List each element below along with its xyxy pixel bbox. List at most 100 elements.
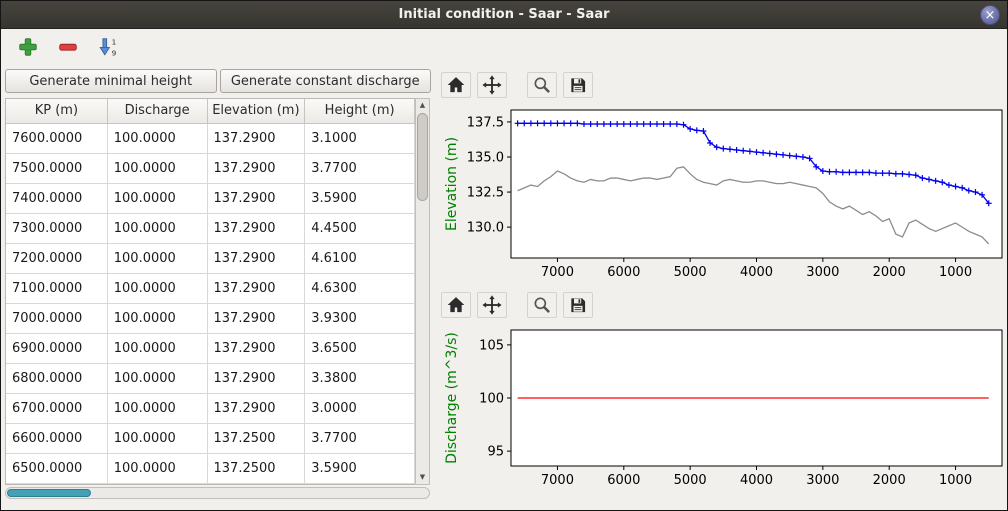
svg-text:6000: 6000 — [607, 473, 640, 488]
close-button[interactable]: × — [980, 5, 1000, 25]
zoom-button[interactable] — [527, 72, 557, 98]
vertical-scrollbar[interactable]: ▲ ▼ — [415, 98, 430, 485]
table-cell[interactable]: 6700.0000 — [6, 394, 108, 424]
table-cell[interactable]: 6500.0000 — [6, 454, 108, 484]
pan-button[interactable] — [477, 292, 507, 318]
table-cell[interactable]: 100.0000 — [107, 124, 208, 154]
horizontal-scrollbar[interactable] — [5, 487, 430, 499]
table-cell[interactable]: 6600.0000 — [6, 424, 108, 454]
table-cell[interactable]: 100.0000 — [107, 394, 208, 424]
table-cell[interactable]: 3.6500 — [305, 334, 415, 364]
table-cell[interactable]: 100.0000 — [107, 334, 208, 364]
table-cell[interactable]: 100.0000 — [107, 304, 208, 334]
table-cell[interactable]: 137.2900 — [207, 394, 306, 424]
table-cell[interactable]: 137.2900 — [207, 334, 306, 364]
table-cell[interactable]: 137.2900 — [207, 304, 306, 334]
table-row[interactable]: 7200.0000 100.0000 137.2900 4.6100 — [6, 244, 415, 274]
elevation-chart[interactable]: 7000 6000 5000 4000 3000 2000 1000 130.0 132.5 13… — [441, 101, 1007, 285]
sort-button[interactable]: 1 9 — [95, 34, 121, 60]
table-cell[interactable]: 3.7700 — [305, 154, 415, 184]
table-cell[interactable]: 3.0000 — [305, 394, 415, 424]
table-cell[interactable]: 3.5900 — [305, 184, 415, 214]
table-cell[interactable]: 100.0000 — [107, 154, 208, 184]
table-cell[interactable]: 6900.0000 — [6, 334, 108, 364]
column-header-height[interactable]: Height (m) — [305, 99, 415, 124]
table-cell[interactable]: 3.3800 — [305, 364, 415, 394]
table-cell[interactable]: 7200.0000 — [6, 244, 108, 274]
table-row[interactable]: 7300.0000 100.0000 137.2900 4.4500 — [6, 214, 415, 244]
table-cell[interactable]: 137.2500 — [207, 454, 306, 484]
column-header-elevation[interactable]: Elevation (m) — [207, 99, 306, 124]
table-cell[interactable]: 4.4500 — [305, 214, 415, 244]
save-button[interactable] — [563, 292, 593, 318]
table-cell[interactable]: 100.0000 — [107, 214, 208, 244]
column-header-discharge[interactable]: Discharge (m³/s) — [107, 99, 208, 142]
table-cell[interactable]: 6800.0000 — [6, 364, 108, 394]
table-cell[interactable]: 137.2900 — [207, 244, 306, 274]
horizontal-scroll-thumb[interactable] — [7, 489, 91, 497]
svg-text:95: 95 — [487, 445, 504, 460]
table-header-row: KP (m) Discharge (m³/s) Elevation (m) He… — [6, 99, 415, 142]
table-cell[interactable]: 137.2500 — [207, 424, 306, 454]
table-cell[interactable]: 7600.0000 — [6, 124, 108, 154]
table-row[interactable]: 6800.0000 100.0000 137.2900 3.3800 — [6, 364, 415, 394]
table-cell[interactable]: 137.2900 — [207, 124, 306, 154]
vertical-scroll-thumb[interactable] — [417, 113, 428, 201]
home-button[interactable] — [441, 292, 471, 318]
table-cell[interactable]: 100.0000 — [107, 454, 208, 484]
table-row[interactable]: 6900.0000 100.0000 137.2900 3.6500 — [6, 334, 415, 364]
table-cell[interactable]: 100.0000 — [107, 364, 208, 394]
table-cell[interactable]: 100.0000 — [107, 274, 208, 304]
table-row[interactable]: 6700.0000 100.0000 137.2900 3.0000 — [6, 394, 415, 424]
table-cell[interactable]: 7100.0000 — [6, 274, 108, 304]
table-cell[interactable]: 4.6300 — [305, 274, 415, 304]
table-row[interactable]: 6500.0000 100.0000 137.2500 3.5900 — [6, 454, 415, 484]
vertical-scroll-track[interactable] — [417, 112, 428, 471]
table-cell[interactable]: 7300.0000 — [6, 214, 108, 244]
table-cell[interactable]: 3.1000 — [305, 124, 415, 154]
svg-text:9: 9 — [112, 48, 117, 57]
data-table: KP (m) Discharge (m³/s) Elevation (m) He… — [5, 98, 415, 485]
table-cell[interactable]: 100.0000 — [107, 244, 208, 274]
sort-ascending-icon: 1 9 — [99, 37, 117, 57]
save-button[interactable] — [563, 72, 593, 98]
content-area: Generate minimal height Generate constan… — [1, 65, 1007, 510]
discharge-chart-toolbar — [441, 291, 1007, 319]
remove-row-button[interactable] — [55, 34, 81, 60]
table-cell[interactable]: 4.6100 — [305, 244, 415, 274]
discharge-chart[interactable]: 7000 6000 5000 4000 3000 2000 1000 95 100 105 Disc… — [441, 321, 1007, 493]
column-header-kp[interactable]: KP (m) — [6, 99, 108, 124]
table-row[interactable]: 6600.0000 100.0000 137.2500 3.7700 — [6, 424, 415, 454]
svg-text:1000: 1000 — [939, 473, 972, 488]
table-cell[interactable]: 137.2900 — [207, 364, 306, 394]
table-cell[interactable]: 3.7700 — [305, 424, 415, 454]
table-cell[interactable]: 137.2900 — [207, 184, 306, 214]
table-cell[interactable]: 137.2900 — [207, 274, 306, 304]
generate-minimal-height-button[interactable]: Generate minimal height — [5, 69, 217, 93]
scroll-up-icon[interactable]: ▲ — [419, 101, 426, 109]
add-row-button[interactable] — [15, 34, 41, 60]
table-cell[interactable]: 100.0000 — [107, 424, 208, 454]
table-row[interactable]: 7000.0000 100.0000 137.2900 3.9300 — [6, 304, 415, 334]
table-cell[interactable]: 3.5900 — [305, 454, 415, 484]
home-button[interactable] — [441, 72, 471, 98]
save-icon — [571, 78, 586, 93]
generate-constant-discharge-button[interactable]: Generate constant discharge — [219, 69, 431, 93]
scroll-down-icon[interactable]: ▼ — [419, 473, 426, 481]
table-row[interactable]: 7400.0000 100.0000 137.2900 3.5900 — [6, 184, 415, 214]
pan-button[interactable] — [477, 72, 507, 98]
save-icon — [571, 298, 586, 313]
table-cell[interactable]: 7000.0000 — [6, 304, 108, 334]
table-cell[interactable]: 7500.0000 — [6, 154, 108, 184]
table-cell[interactable]: 137.2900 — [207, 154, 306, 184]
table-cell[interactable]: 137.2900 — [207, 214, 306, 244]
table-body: 7600.0000 100.0000 137.2900 3.1000 7500.0000… — [6, 124, 415, 484]
table-row[interactable]: 7600.0000 100.0000 137.2900 3.1000 — [6, 124, 415, 154]
zoom-button[interactable] — [527, 292, 557, 318]
table-cell[interactable]: 100.0000 — [107, 184, 208, 214]
table-row[interactable]: 7500.0000 100.0000 137.2900 3.7700 — [6, 154, 415, 184]
table-cell[interactable]: 7400.0000 — [6, 184, 108, 214]
table-row[interactable]: 7100.0000 100.0000 137.2900 4.6300 — [6, 274, 415, 304]
title-bar[interactable]: Initial condition - Saar - Saar × — [1, 1, 1007, 29]
table-cell[interactable]: 3.9300 — [305, 304, 415, 334]
